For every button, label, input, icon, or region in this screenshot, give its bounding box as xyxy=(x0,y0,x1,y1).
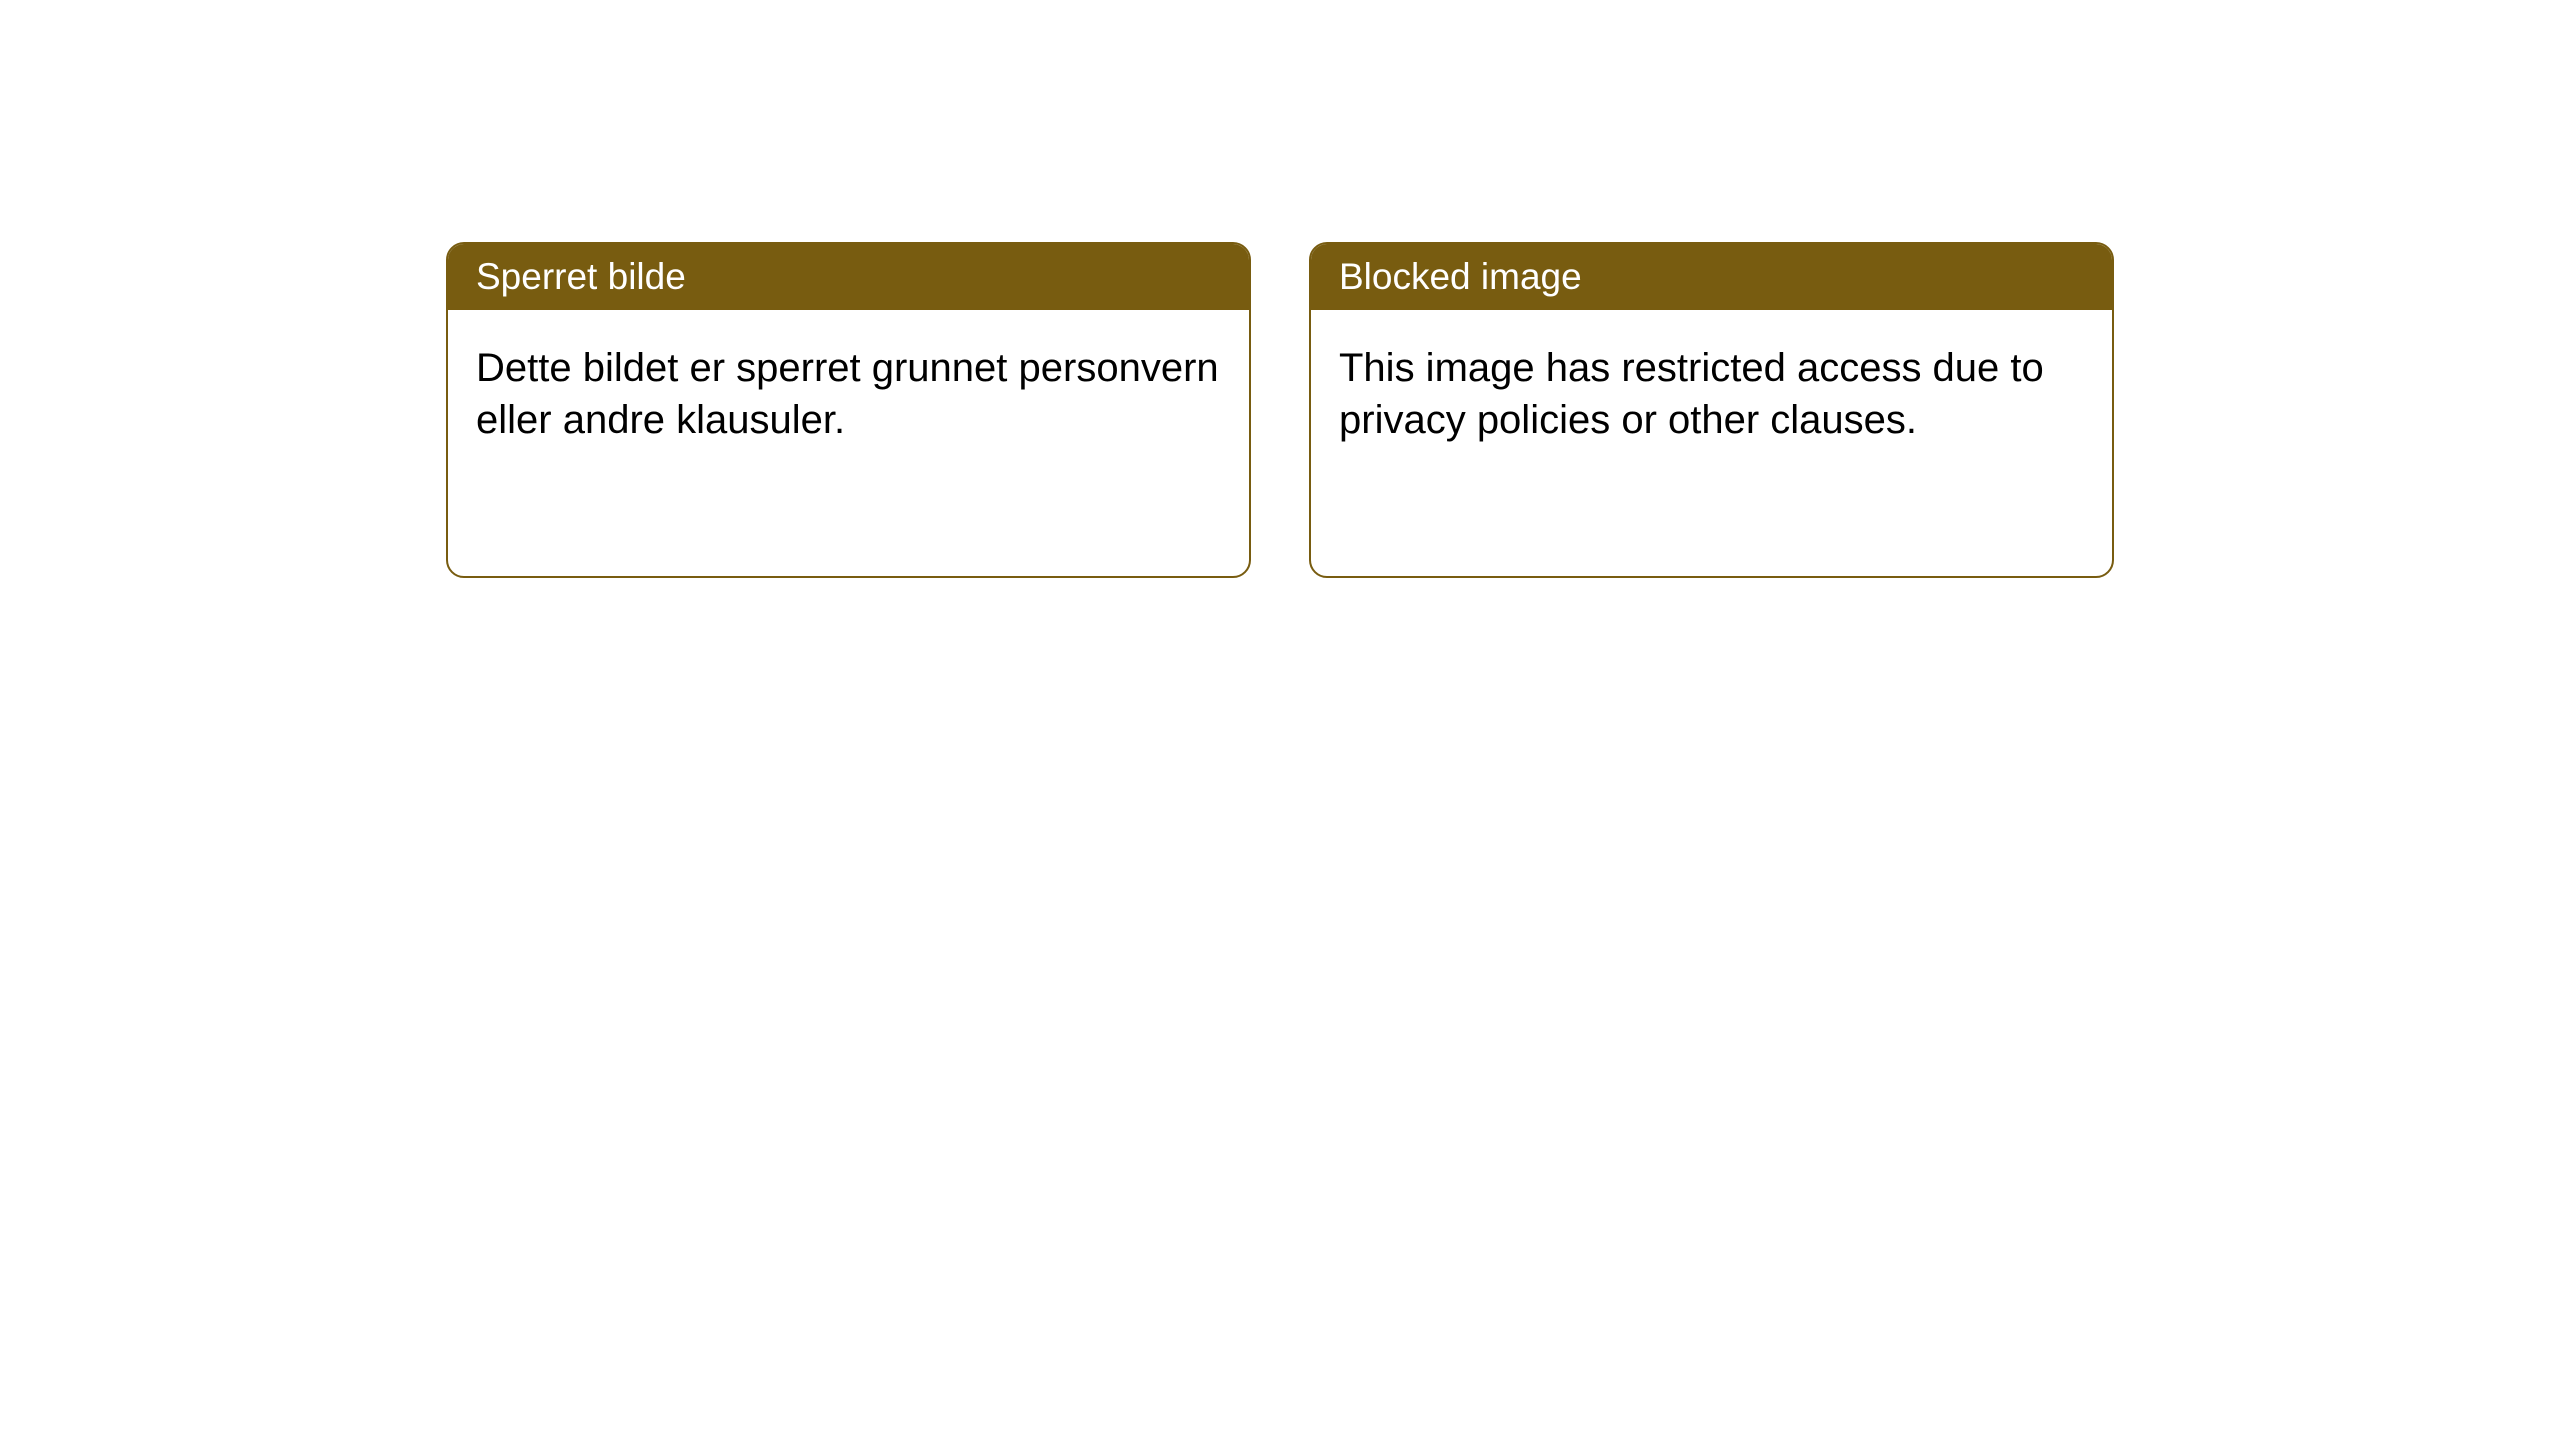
notice-body-text: This image has restricted access due to … xyxy=(1339,346,2044,442)
notice-card-english: Blocked image This image has restricted … xyxy=(1309,242,2114,578)
notice-title: Sperret bilde xyxy=(476,256,686,297)
notice-body-text: Dette bildet er sperret grunnet personve… xyxy=(476,346,1219,442)
notice-header: Sperret bilde xyxy=(448,244,1249,310)
notice-card-norwegian: Sperret bilde Dette bildet er sperret gr… xyxy=(446,242,1251,578)
notice-title: Blocked image xyxy=(1339,256,1582,297)
notice-body: Dette bildet er sperret grunnet personve… xyxy=(448,310,1249,478)
notice-header: Blocked image xyxy=(1311,244,2112,310)
notice-body: This image has restricted access due to … xyxy=(1311,310,2112,478)
notice-container: Sperret bilde Dette bildet er sperret gr… xyxy=(0,0,2560,578)
